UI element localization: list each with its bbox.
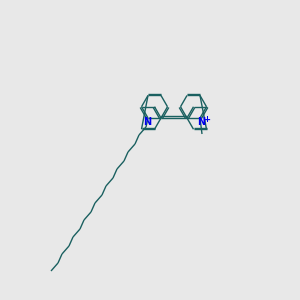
Text: +: + — [203, 116, 211, 124]
Text: N: N — [143, 117, 151, 127]
Text: N: N — [197, 117, 205, 127]
